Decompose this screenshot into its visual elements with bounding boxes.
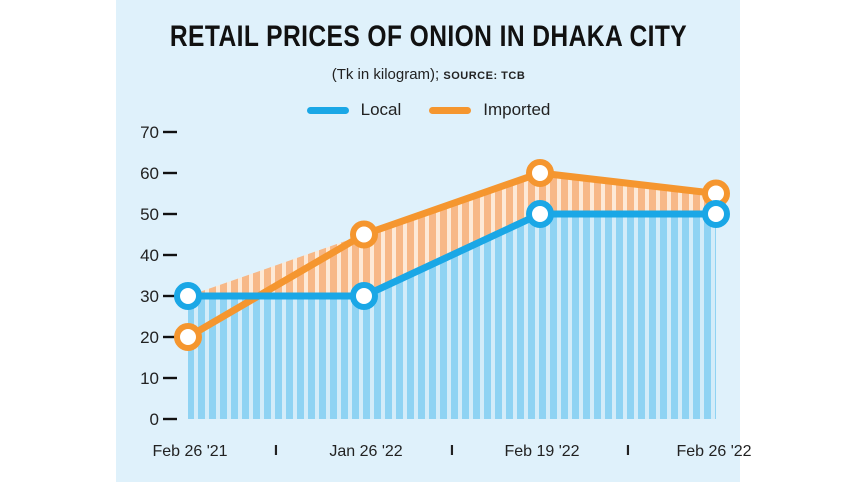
y-tick-label: 0 [150, 410, 159, 429]
source-note: SOURCE: TCB [443, 70, 526, 82]
y-tick-label: 50 [140, 205, 159, 224]
legend-label-imported: Imported [483, 100, 551, 119]
y-tick-label: 60 [140, 164, 159, 183]
marker-imported [526, 159, 554, 187]
marker-imported [174, 323, 202, 351]
x-separator: I [626, 442, 630, 459]
line-local [184, 210, 720, 300]
marker-local [702, 200, 730, 228]
y-tick-label: 20 [140, 328, 159, 347]
x-tick-label: Feb 26 '22 [676, 443, 751, 460]
legend-item-imported: Imported [429, 100, 550, 120]
x-separator: I [450, 442, 454, 459]
chart-title: RETAIL PRICES OF ONION IN DHAKA CITY [169, 20, 688, 53]
y-tick-label: 70 [140, 123, 159, 142]
marker-local [350, 282, 378, 310]
x-tick-label: Feb 19 '22 [504, 443, 579, 460]
legend: Local Imported [0, 100, 857, 120]
legend-swatch-imported [429, 106, 472, 114]
marker-local [526, 200, 554, 228]
legend-label-local: Local [360, 100, 402, 119]
marker-local [174, 282, 202, 310]
area-imported [188, 173, 716, 296]
y-tick-label: 10 [140, 369, 159, 388]
chart-subtitle: (Tk in kilogram); SOURCE: TCB [0, 66, 857, 83]
x-tick-label: Feb 26 '21 [152, 443, 227, 460]
line-imported [184, 169, 720, 341]
y-tick-label: 30 [140, 287, 159, 306]
x-tick-label: Jan 26 '22 [329, 443, 402, 460]
area-local [188, 214, 716, 419]
legend-item-local: Local [306, 100, 402, 120]
x-separator: I [274, 442, 278, 459]
marker-imported [350, 220, 378, 249]
unit-note: (Tk in kilogram); [331, 66, 440, 83]
y-tick-label: 40 [140, 246, 159, 265]
legend-swatch-local [306, 106, 349, 114]
